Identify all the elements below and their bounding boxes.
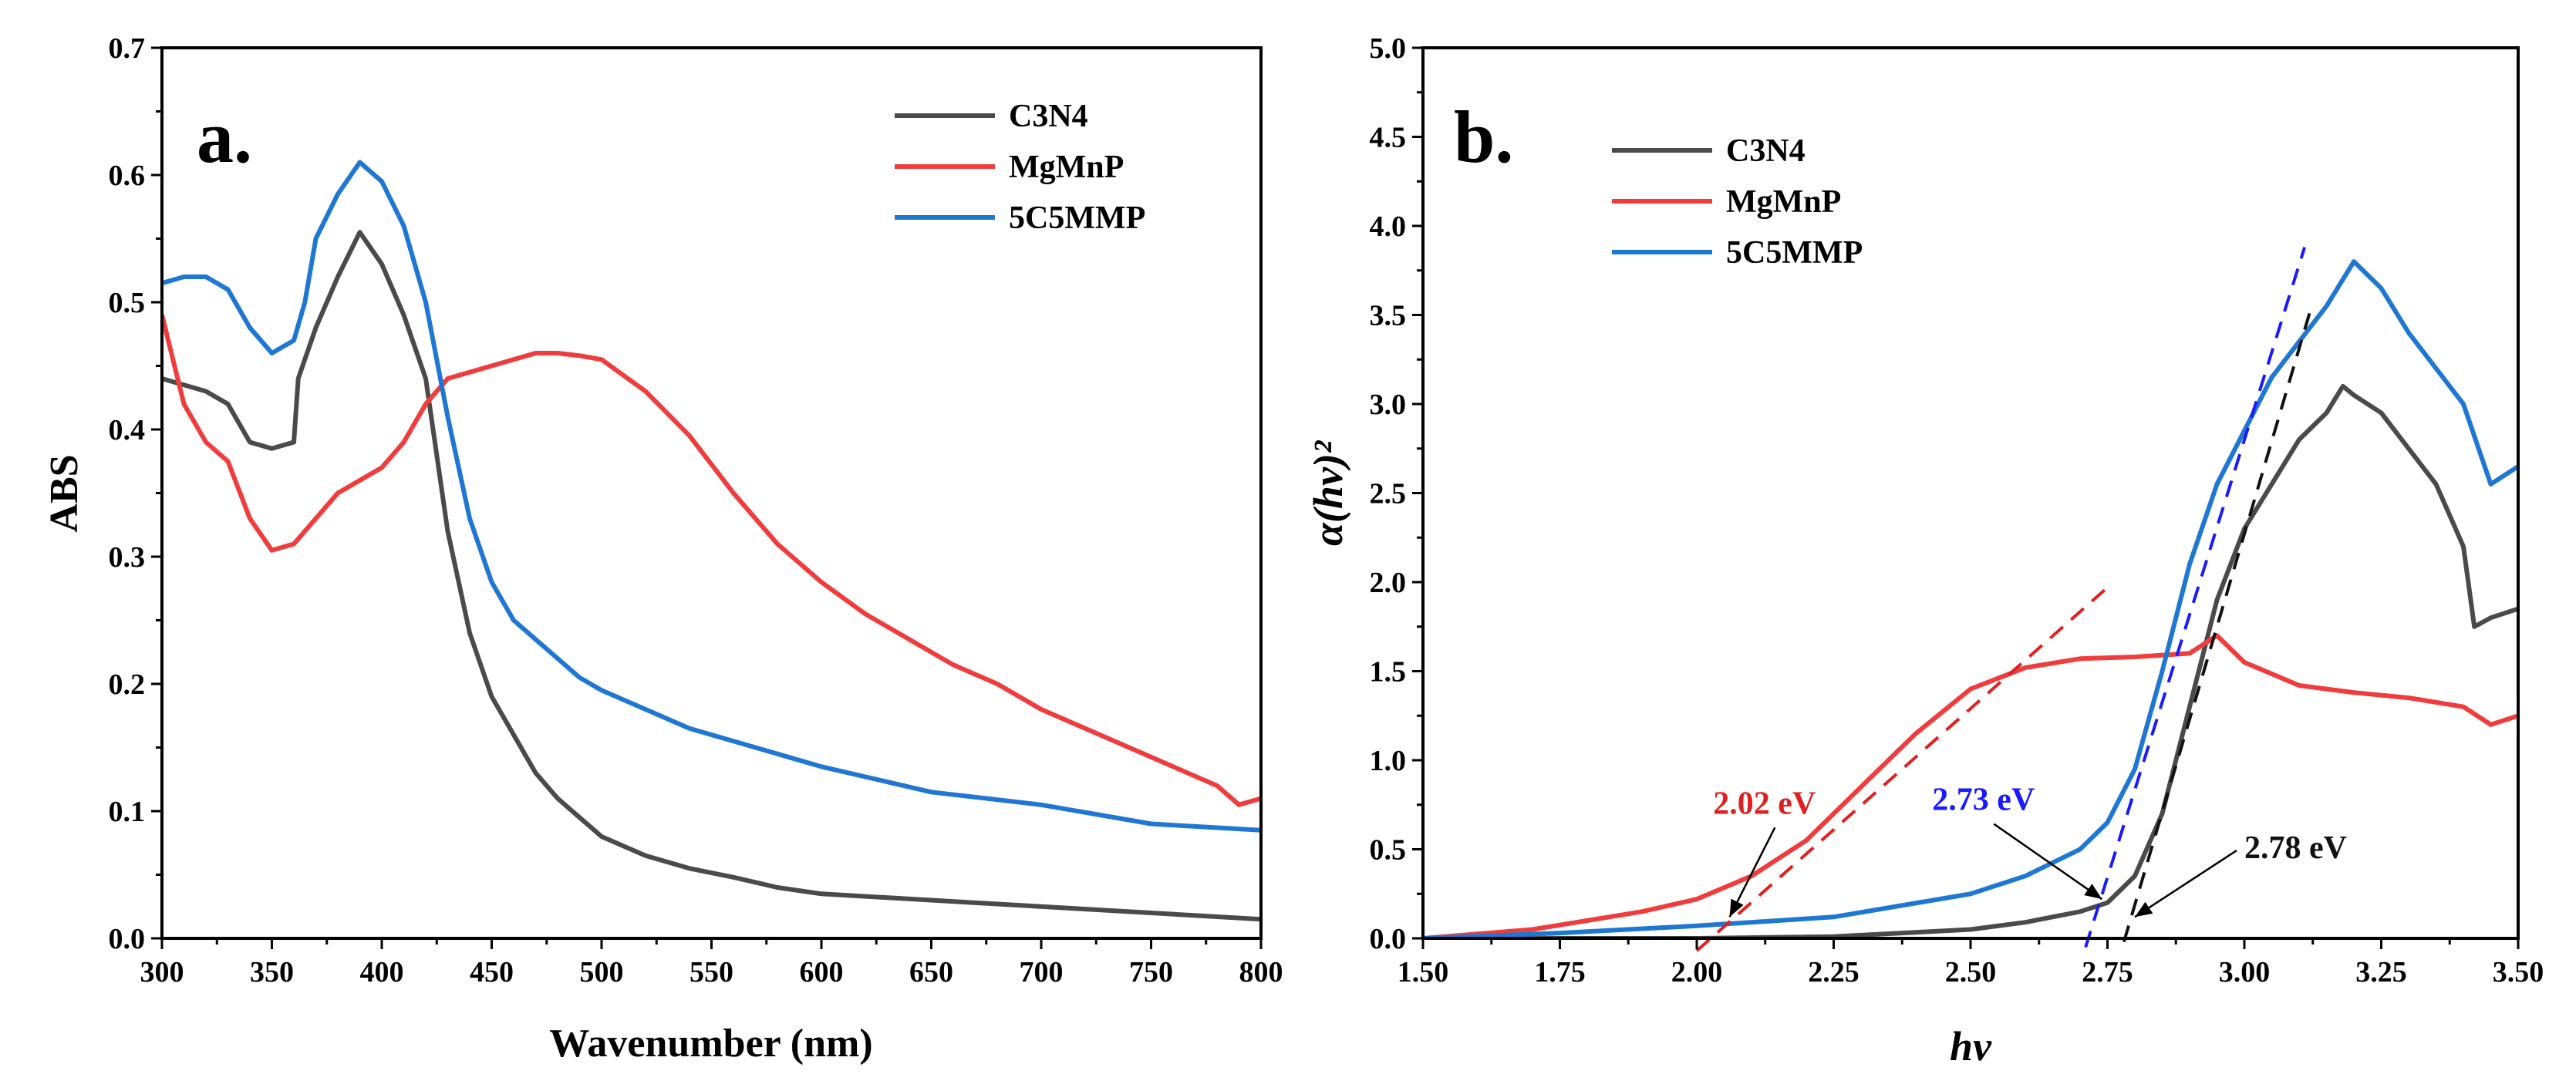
y-tick-label: 0.0 (109, 923, 146, 955)
x-tick-label: 800 (1239, 956, 1283, 988)
x-tick-label: 400 (360, 956, 404, 988)
y-tick-label: 2.5 (1370, 478, 1407, 510)
y-tick-label: 1.5 (1370, 656, 1407, 689)
series-line-c3n4 (1423, 383, 2518, 938)
tangent-line-0 (1695, 586, 2109, 952)
y-tick-label: 0.0 (1370, 923, 1407, 955)
legend-label-5c5mmp: 5C5MMP (1009, 200, 1145, 236)
y-tick-label: 0.5 (109, 287, 146, 319)
panel-b-legend: C3N4 MgMnP 5C5MMP (1612, 133, 1863, 271)
y-tick-label: 0.1 (109, 796, 146, 828)
bandgap-label-2: 2.78 eV (2244, 830, 2347, 866)
annotation-arrowhead-2 (2135, 901, 2153, 918)
legend-label-mgmnp: MgMnP (1726, 184, 1841, 220)
y-tick-label: 3.0 (1370, 389, 1407, 421)
y-tick-label: 4.5 (1370, 122, 1407, 154)
series-line-5c5mmp (162, 160, 1261, 833)
x-tick-label: 2.25 (1808, 956, 1860, 988)
series-line-5c5mmp (1423, 259, 2518, 938)
legend-label-c3n4: C3N4 (1726, 133, 1806, 169)
x-tick-label: 1.50 (1398, 956, 1449, 988)
panel-a-series (162, 160, 1261, 922)
x-tick-label: 2.75 (2082, 956, 2133, 988)
y-tick-label: 0.2 (109, 668, 146, 701)
x-tick-label: 600 (800, 956, 844, 988)
y-tick-label: 0.6 (109, 160, 146, 192)
series-line-mgmnp (162, 314, 1261, 807)
panel-a-xlabel: Wavenumber (nm) (549, 1022, 872, 1066)
panel-a-label: a. (197, 96, 252, 178)
annotation-arrowhead-1 (2084, 884, 2102, 900)
panel-a-legend: C3N4 MgMnP 5C5MMP (895, 99, 1145, 236)
panel-a-ticks: 300 350 400 450 500 550 600 650 700 750 800 0.0 0.1 0… (109, 32, 1283, 988)
x-tick-label: 500 (580, 956, 624, 988)
x-tick-label: 300 (140, 956, 184, 988)
tangent-line-1 (2084, 247, 2307, 948)
series-line-c3n4 (162, 230, 1261, 922)
panel-b-ticks: 1.50 1.75 2.00 2.25 2.50 2.75 3.00 3.25 3.50 0.0 0… (1370, 32, 2544, 988)
x-tick-label: 2.00 (1671, 956, 1723, 988)
x-tick-label: 700 (1020, 956, 1064, 988)
y-tick-label: 0.4 (109, 414, 146, 446)
bandgap-label-0: 2.02 eV (1713, 786, 1816, 821)
x-tick-label: 650 (909, 956, 953, 988)
panel-b-xlabel: hv (1950, 1023, 1992, 1069)
annotation-arrow-1 (1993, 823, 2103, 901)
series-line-mgmnp (1423, 633, 2518, 938)
legend-label-5c5mmp: 5C5MMP (1726, 235, 1863, 271)
panel-a-ylabel: ABS (42, 454, 86, 532)
x-tick-label: 550 (690, 956, 733, 988)
x-tick-label: 1.75 (1534, 956, 1586, 988)
legend-label-c3n4: C3N4 (1009, 99, 1088, 134)
x-tick-label: 3.25 (2355, 956, 2407, 988)
panel-b: 2.02 eV 2.73 eV 2.78 eV 1.50 1.75 2.00 2.25 2.… (1305, 32, 2544, 1069)
y-tick-label: 3.5 (1370, 300, 1407, 332)
panel-b-ylabel: α(hv)² (1305, 439, 1351, 546)
y-tick-label: 4.0 (1370, 210, 1407, 243)
y-tick-label: 1.0 (1370, 745, 1407, 777)
x-tick-label: 3.00 (2219, 956, 2271, 988)
bandgap-label-1: 2.73 eV (1932, 783, 2035, 818)
legend-label-mgmnp: MgMnP (1009, 150, 1124, 185)
x-tick-label: 750 (1129, 956, 1173, 988)
x-tick-label: 3.50 (2493, 956, 2544, 988)
panel-b-label: b. (1454, 96, 1513, 178)
y-tick-label: 0.5 (1370, 834, 1407, 867)
annotation-arrowhead-0 (1729, 898, 1744, 918)
y-tick-label: 0.3 (109, 541, 146, 574)
panel-b-series: 2.02 eV 2.73 eV 2.78 eV (1423, 247, 2518, 952)
y-tick-label: 2.0 (1370, 567, 1407, 599)
y-tick-label: 5.0 (1370, 32, 1407, 65)
x-tick-label: 2.50 (1945, 956, 1997, 988)
x-tick-label: 450 (470, 956, 514, 988)
annotation-arrow-2 (2134, 850, 2237, 918)
y-tick-label: 0.7 (109, 32, 146, 65)
x-tick-label: 350 (250, 956, 294, 988)
panel-a: 300 350 400 450 500 550 600 650 700 750 800 0.0 0.1 0… (42, 32, 1283, 1066)
